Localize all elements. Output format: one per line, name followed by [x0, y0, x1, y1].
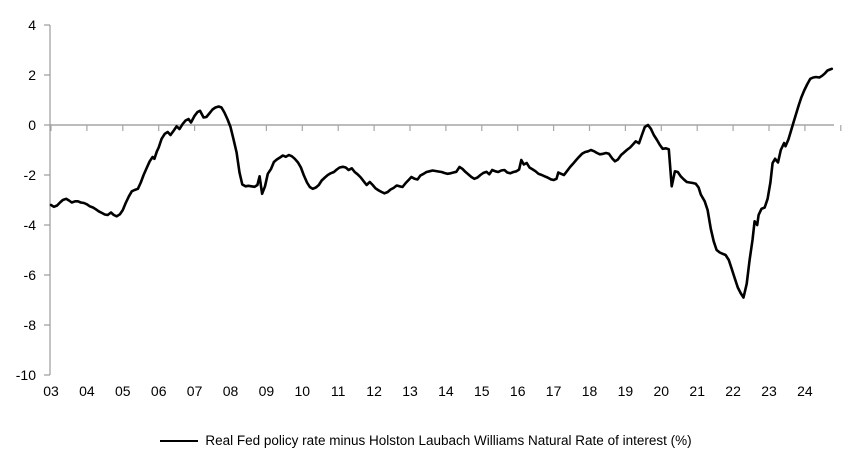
x-axis-tick-label: 19 [618, 383, 634, 399]
x-axis-tick-label: 18 [582, 383, 598, 399]
y-axis-tick-label: -4 [24, 217, 37, 233]
x-axis-tick-label: 20 [654, 383, 670, 399]
y-axis-tick-label: 2 [28, 67, 36, 83]
x-axis-tick-label: 06 [151, 383, 167, 399]
x-axis-tick-label: 23 [761, 383, 777, 399]
x-axis-tick-label: 22 [725, 383, 741, 399]
x-axis-tick-label: 03 [43, 383, 59, 399]
x-axis-tick-label: 11 [331, 383, 346, 399]
data-line [49, 67, 834, 299]
x-axis-tick-label: 17 [546, 383, 562, 399]
x-axis-tick-label: 09 [259, 383, 275, 399]
legend-label: Real Fed policy rate minus Holston Lauba… [205, 433, 692, 448]
x-axis-tick-label: 04 [79, 383, 95, 399]
x-axis-tick-label: 21 [689, 383, 705, 399]
x-axis-tick-label: 24 [797, 383, 813, 399]
x-axis-tick-label: 14 [438, 383, 454, 399]
x-axis-tick-label: 08 [223, 383, 239, 399]
x-axis-tick-label: 12 [366, 383, 382, 399]
y-axis-tick-label: -8 [24, 317, 37, 333]
y-axis-tick-label: -6 [24, 267, 37, 283]
x-axis-tick-label: 15 [474, 383, 490, 399]
y-axis-tick-label: 0 [28, 117, 36, 133]
x-axis-tick-label: 07 [187, 383, 203, 399]
y-axis-tick-label: 4 [28, 17, 36, 33]
x-axis-tick-label: 13 [402, 383, 418, 399]
y-axis-tick-label: -10 [16, 367, 36, 383]
x-axis-tick-label: 10 [295, 383, 311, 399]
x-axis-tick-label: 05 [115, 383, 131, 399]
chart-legend: Real Fed policy rate minus Holston Lauba… [0, 433, 852, 449]
legend-line-sample [160, 440, 199, 442]
y-axis-tick-label: -2 [24, 167, 37, 183]
x-axis-tick-label: 16 [510, 383, 526, 399]
